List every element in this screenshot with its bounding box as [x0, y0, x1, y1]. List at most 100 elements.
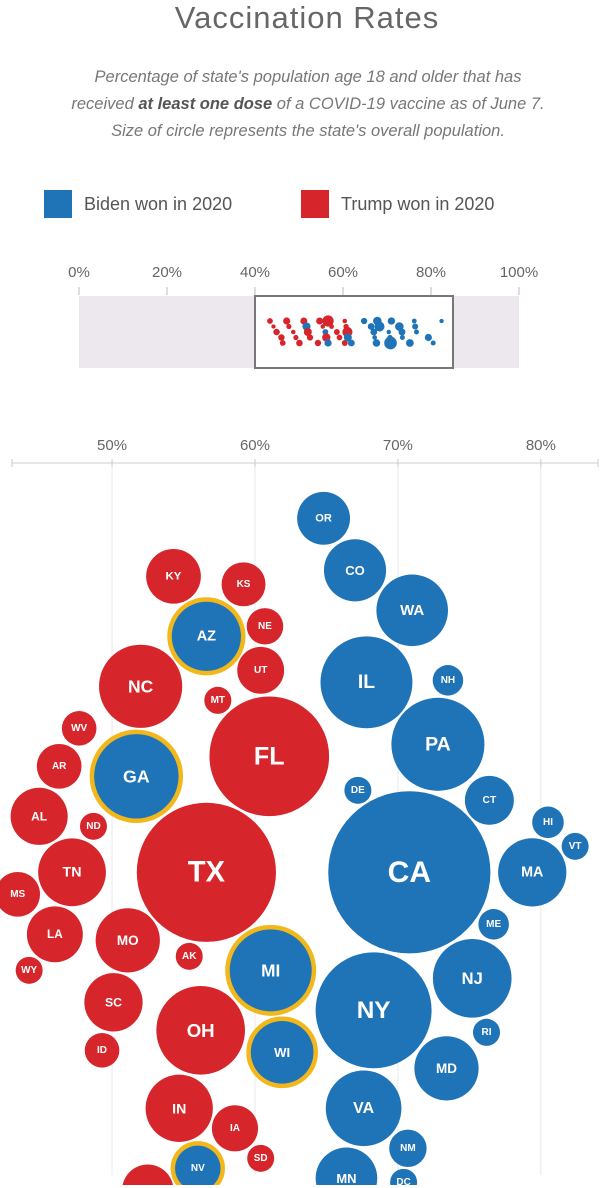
bubble-de: DE	[344, 776, 372, 804]
bubble-ne: NE	[246, 608, 284, 645]
bubble-in: IN	[145, 1074, 213, 1142]
bubble-nc: NC	[99, 644, 183, 728]
bubble-circle	[323, 539, 387, 602]
chart-subtitle: Percentage of state's population age 18 …	[8, 64, 608, 145]
bubble-fl: FL	[209, 696, 330, 817]
bubble-label: TX	[188, 856, 226, 888]
bubble-circle	[10, 787, 68, 845]
bubble-ak: AK	[175, 942, 203, 970]
overview-point-ms	[267, 318, 273, 324]
bubble-circle	[94, 734, 179, 819]
bubble-label: WA	[400, 602, 424, 619]
bubble-highlight-ring	[89, 729, 184, 824]
bubble-label: MN	[336, 1171, 356, 1185]
bubble-circle	[376, 574, 448, 647]
bubble-circle	[229, 929, 312, 1012]
bubble-label: ME	[486, 919, 501, 930]
overview-point-nh	[399, 335, 405, 340]
bubble-label: AL	[31, 809, 47, 823]
bubble-ma: MA	[498, 838, 567, 907]
bubble-label: HI	[543, 817, 553, 828]
overview-point-ut	[341, 340, 348, 346]
bubble-ky: KY	[146, 548, 201, 604]
bubble-nh: NH	[432, 665, 464, 696]
overview-point-dc	[386, 329, 391, 335]
bubble-circle	[472, 1018, 501, 1046]
overview-point-ca	[384, 336, 397, 350]
bubble-label: IL	[358, 672, 375, 693]
bubble-circle	[328, 791, 491, 954]
bubble-circle	[0, 871, 41, 917]
subtitle-line-2-post: of a COVID-19 vaccine as of June 7.	[272, 95, 545, 113]
bubble-nm: NM	[389, 1129, 427, 1168]
bubble-mn: MN	[315, 1147, 378, 1185]
bubble-va: VA	[325, 1070, 402, 1147]
bubble-circle	[297, 491, 351, 545]
bubble-ar: AR	[36, 743, 82, 789]
bubble-circle	[211, 1105, 259, 1152]
overview-point-ky	[314, 339, 322, 347]
bubble-circle	[478, 909, 509, 940]
bubble-label: NM	[400, 1143, 416, 1154]
bubble-wv: WV	[61, 711, 97, 746]
bubble-wa: WA	[376, 574, 448, 647]
bubble-circle	[391, 697, 485, 791]
bubble-label: WY	[21, 965, 37, 976]
bubble-label: ID	[97, 1045, 107, 1056]
legend-trump-label: Trump won in 2020	[341, 193, 495, 214]
bubble-circle	[26, 906, 83, 963]
bubble-circle	[389, 1129, 427, 1168]
overview-point-id	[293, 334, 299, 341]
overview-point-ks	[336, 334, 343, 341]
legend-trump: Trump won in 2020	[301, 190, 494, 218]
bubble-id: ID	[84, 1033, 120, 1068]
bubble-label: OH	[187, 1020, 215, 1041]
bubble-circle	[315, 1147, 378, 1185]
bubble-circle	[122, 1164, 174, 1185]
bubble-label: TN	[63, 864, 82, 880]
overview-point-co	[370, 328, 378, 336]
bubble-label: AK	[182, 951, 197, 962]
bubble-label: VA	[353, 1100, 374, 1117]
overview-point-al	[273, 328, 280, 336]
bubble-label: PA	[425, 733, 451, 755]
subtitle-line-2-bold: at least one dose	[138, 95, 273, 113]
bubble-label: CO	[345, 563, 365, 578]
bubble-circle	[156, 986, 245, 1075]
overview-point-az	[324, 339, 332, 347]
overview-point-ok	[306, 334, 314, 341]
bubble-label: MO	[117, 933, 139, 948]
bubble-circle	[36, 743, 82, 789]
bubble-nj: NJ	[432, 938, 512, 1018]
bubble-circle	[15, 956, 43, 984]
bubble-highlight-ring	[167, 597, 246, 676]
overview-point-ia	[333, 329, 340, 335]
overview-tick-label: 40%	[240, 264, 270, 281]
overview-tick-label: 100%	[500, 264, 538, 281]
bubble-nd: ND	[79, 812, 107, 840]
bubble-oh: OH	[156, 986, 245, 1075]
legend-biden-label: Biden won in 2020	[84, 193, 233, 214]
bubble-mo: MO	[95, 908, 160, 973]
overview-point-in	[316, 317, 324, 325]
bubble-sc: SC	[84, 973, 143, 1032]
overview-point-tn	[283, 317, 291, 325]
legend-biden: Biden won in 2020	[44, 190, 232, 218]
overview-point-ak	[320, 324, 325, 329]
bubble-ms: MS	[0, 871, 41, 917]
overview-point-ma	[424, 333, 432, 342]
bubble-label: FL	[254, 742, 285, 770]
overview-point-me	[413, 329, 419, 335]
bubble-ut: UT	[237, 646, 285, 694]
bubble-highlight-ring	[225, 924, 317, 1016]
bubble-label: DE	[351, 785, 365, 796]
bubble-dc: DC	[390, 1168, 418, 1185]
bubble-circle	[237, 646, 285, 694]
overview-point-nj	[405, 339, 414, 347]
bubble-circle	[136, 802, 276, 942]
overview-point-sc	[296, 339, 303, 347]
x-tick-label: 60%	[240, 437, 270, 454]
bubble-ca: CA	[328, 791, 491, 954]
overview-point-or	[360, 317, 368, 325]
bubble-circle	[221, 562, 266, 607]
